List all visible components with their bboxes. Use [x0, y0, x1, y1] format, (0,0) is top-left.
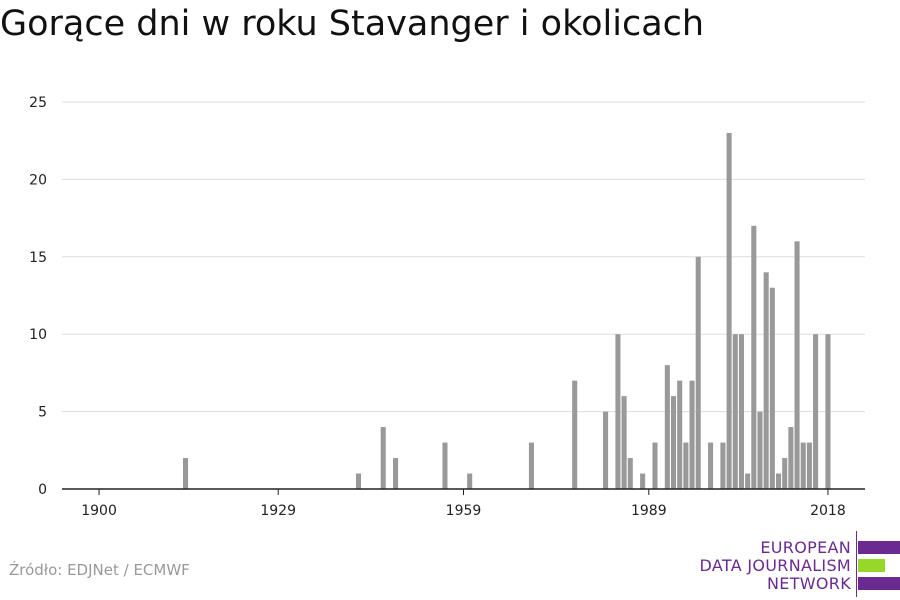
x-tick-label: 1900	[81, 503, 117, 519]
bar-2001	[720, 442, 726, 489]
x-axis-ticks: 1900 1929 1959 1989 2018	[81, 489, 846, 519]
bar-1990	[652, 442, 658, 489]
y-tick-label: 15	[29, 250, 47, 266]
x-tick-label: 2018	[810, 503, 846, 519]
bar-1992	[664, 365, 670, 489]
y-tick-label: 10	[29, 327, 47, 343]
bar-2007	[757, 411, 763, 489]
bar-1942	[355, 473, 362, 489]
y-tick-label: 20	[29, 172, 47, 188]
bar-2008	[763, 272, 769, 489]
bar-2014	[800, 442, 806, 489]
bar-1995	[683, 442, 689, 489]
bar-1984	[615, 334, 621, 489]
bar-1970	[528, 442, 534, 489]
y-tick-label: 5	[38, 405, 47, 421]
bars	[183, 132, 831, 489]
bar-1997	[695, 256, 701, 489]
chart-title: Gorące dni w roku Stavanger i okolicach	[0, 4, 705, 44]
bar-1946	[380, 427, 386, 489]
bar-1948	[393, 458, 399, 489]
bar-2015	[806, 442, 812, 489]
bar-2005	[745, 473, 751, 489]
bar-1977	[572, 380, 578, 489]
bar-2006	[751, 225, 757, 489]
bar-2011	[782, 458, 788, 489]
bar-2012	[788, 427, 794, 489]
bar-1914	[183, 458, 189, 489]
y-tick-label: 25	[29, 95, 47, 111]
y-tick-label: 0	[38, 482, 47, 498]
bar-2010	[775, 473, 782, 489]
bar-2016	[813, 334, 819, 489]
bar-2013	[794, 241, 800, 489]
bar-1988	[640, 473, 646, 489]
x-tick-label: 1989	[631, 503, 667, 519]
bar-1996	[689, 380, 695, 489]
bar-2009	[769, 287, 775, 489]
bar-2002	[726, 132, 732, 489]
bar-1993	[670, 396, 677, 489]
bar-2004	[738, 334, 744, 489]
y-axis-ticks: 0 5 10 15 20 25	[29, 95, 47, 498]
x-tick-label: 1929	[260, 503, 296, 519]
bar-1985	[621, 396, 627, 489]
bar-1994	[677, 380, 683, 489]
bar-1982	[603, 411, 609, 489]
bar-1956	[442, 442, 448, 489]
bar-1999	[708, 442, 714, 489]
gridlines	[62, 101, 865, 413]
source-note: Źródło: EDJNet / ECMWF	[9, 561, 190, 579]
bar-2003	[732, 334, 738, 489]
bar-2018	[825, 334, 831, 489]
bar-1960	[467, 473, 473, 489]
x-tick-label: 1959	[446, 503, 482, 519]
bar-1986	[627, 458, 633, 489]
